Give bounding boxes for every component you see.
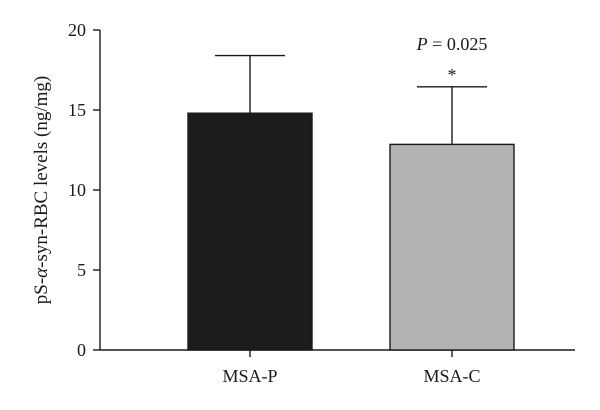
y-tick-label: 15 (68, 100, 86, 120)
y-tick-label: 5 (77, 260, 86, 280)
x-axis: MSA-P MSA-C (100, 349, 575, 386)
y-tick-label: 20 (68, 20, 86, 40)
error-bars (215, 54, 487, 145)
y-axis-label: pS-α-syn-RBC levels (ng/mg) (31, 76, 52, 305)
bar-msa-p (187, 112, 313, 351)
p-value-annotation: P = 0.025 (416, 34, 488, 54)
significance-star: * (448, 65, 457, 85)
bar-msa-c (389, 143, 515, 351)
x-tick-label: MSA-P (222, 366, 277, 386)
x-tick-label: MSA-C (423, 366, 480, 386)
y-axis: 0 5 10 15 20 (68, 20, 101, 360)
y-tick-label: 10 (68, 180, 86, 200)
bars (187, 112, 515, 351)
y-tick-label: 0 (77, 340, 86, 360)
